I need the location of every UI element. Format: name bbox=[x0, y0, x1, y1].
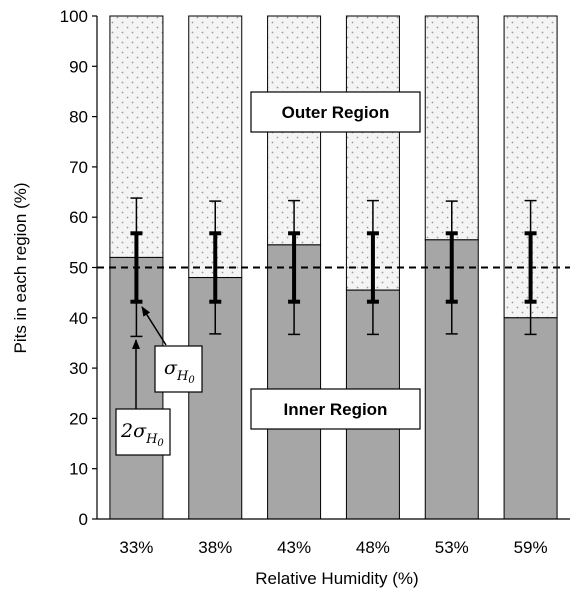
bar-inner-5 bbox=[503, 317, 558, 520]
outer-region-label: Outer Region bbox=[282, 103, 390, 122]
y-axis-title: Pits in each region (%) bbox=[11, 182, 30, 353]
y-tick-label-50: 50 bbox=[69, 259, 88, 278]
x-tick-label-4: 53% bbox=[435, 538, 469, 557]
x-tick-label-0: 33% bbox=[119, 538, 153, 557]
sigma-arrow bbox=[141, 306, 167, 346]
inner-region-label: Inner Region bbox=[284, 400, 388, 419]
sigma-subscript: H bbox=[176, 369, 189, 384]
y-tick-label-80: 80 bbox=[69, 108, 88, 127]
bar-outer-1 bbox=[188, 15, 243, 279]
x-axis-title: Relative Humidity (%) bbox=[255, 569, 418, 588]
two-sigma-prefix: 2σ bbox=[120, 420, 147, 442]
tick-labels-group: 0 10 20 30 40 50 60 70 80 90 100 33% 38% 43% 48% 53% 59% bbox=[60, 7, 548, 557]
axes-group bbox=[92, 15, 570, 520]
y-tick-label-40: 40 bbox=[69, 309, 88, 328]
two-sigma-subsubscript: 0 bbox=[157, 438, 164, 449]
y-tick-label-60: 60 bbox=[69, 208, 88, 227]
y-tick-label-0: 0 bbox=[79, 510, 88, 529]
inner-region-label-box bbox=[250, 388, 421, 430]
two-sigma-subscript: H bbox=[145, 432, 158, 447]
sigma-subsubscript: 0 bbox=[188, 375, 195, 386]
x-tick-label-1: 38% bbox=[198, 538, 232, 557]
two-sigma-label: 2σH0 bbox=[120, 420, 164, 449]
sigma-label-box bbox=[154, 345, 203, 393]
x-tick-label-5: 59% bbox=[514, 538, 548, 557]
y-tick-label-10: 10 bbox=[69, 460, 88, 479]
outer-region-label-box bbox=[250, 91, 421, 133]
y-tick-label-70: 70 bbox=[69, 158, 88, 177]
error-bars-group bbox=[130, 197, 537, 338]
x-tick-label-3: 48% bbox=[356, 538, 390, 557]
y-tick-label-30: 30 bbox=[69, 359, 88, 378]
y-tick-label-20: 20 bbox=[69, 409, 88, 428]
y-tick-label-100: 100 bbox=[60, 7, 88, 26]
two-sigma-label-box bbox=[115, 408, 171, 456]
y-tick-label-90: 90 bbox=[69, 57, 88, 76]
sigma-symbol: σ bbox=[164, 357, 178, 379]
sigma-label: σH0 bbox=[164, 357, 195, 386]
x-tick-label-2: 43% bbox=[277, 538, 311, 557]
